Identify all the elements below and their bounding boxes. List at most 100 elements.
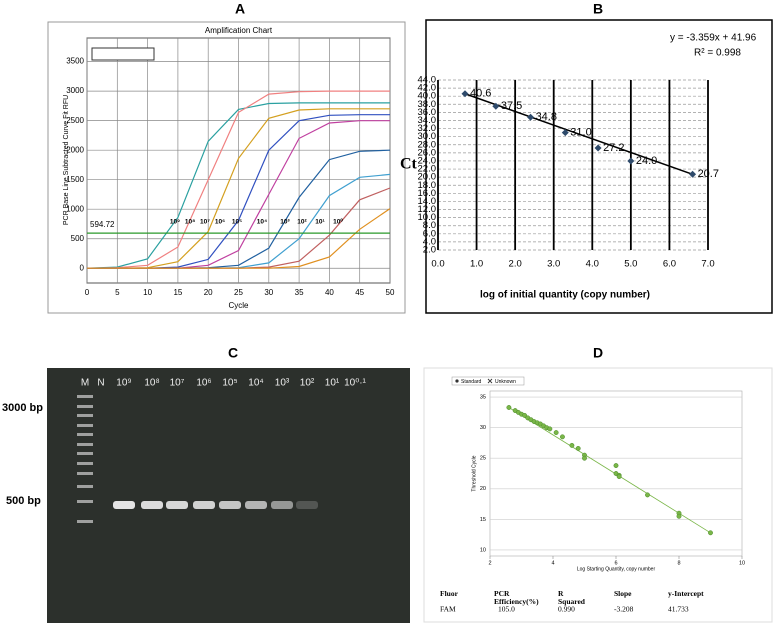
- ladder-band: [77, 452, 93, 455]
- y-tick-label: 36.0: [418, 107, 437, 118]
- y-tick-label: 28.0: [418, 139, 437, 150]
- lane-label: 10⁴: [248, 378, 263, 389]
- y-tick-label: 4.0: [423, 236, 436, 247]
- data-point: [676, 513, 682, 519]
- x-tick-label: 4: [551, 560, 554, 566]
- data-point: [627, 157, 635, 165]
- data-point: [569, 442, 575, 448]
- table-cell: -3.208: [614, 605, 634, 614]
- dilution-label: 10³: [280, 219, 290, 226]
- lane-label: 10⁸: [144, 378, 159, 389]
- y-tick-label: 38.0: [418, 99, 437, 110]
- lane-label: 10¹: [325, 378, 340, 389]
- data-label: 31.0: [570, 127, 591, 139]
- lane-label: M: [81, 378, 89, 389]
- lane-label: 10⁵: [222, 378, 237, 389]
- x-tick-label: 0.0: [431, 259, 444, 270]
- x-tick-label: 8: [677, 560, 680, 566]
- ladder-band: [77, 443, 93, 446]
- panel-label: A: [235, 1, 245, 17]
- lane-label: 10³: [275, 378, 290, 389]
- x-tick-label: 0: [85, 288, 90, 297]
- data-label: 34.8: [536, 111, 557, 123]
- x-tick-label: 7.0: [701, 259, 714, 270]
- x-tick-label: 50: [386, 288, 395, 297]
- y-tick-label: 30.0: [418, 131, 437, 142]
- trend-line: [508, 407, 711, 534]
- legend-entry: Unknown: [495, 379, 516, 385]
- table-cell: FAM: [440, 605, 456, 614]
- data-point: [492, 102, 500, 110]
- y-tick-label: 20.0: [418, 172, 437, 183]
- dna-band: [219, 501, 241, 509]
- ladder-band: [77, 433, 93, 436]
- y-tick-label: 2000: [66, 145, 84, 154]
- equation: y = -3.359x + 41.96: [670, 33, 757, 44]
- size-marker: 3000 bp: [2, 402, 43, 414]
- x-tick-label: 2.0: [509, 259, 522, 270]
- ladder-band: [77, 500, 93, 503]
- y-tick-label: 25: [480, 456, 486, 462]
- data-point: [582, 455, 587, 461]
- legend-marker: [455, 379, 459, 383]
- dna-band: [296, 501, 318, 509]
- dna-band: [245, 501, 267, 509]
- data-point: [547, 426, 553, 432]
- x-axis-label: Cycle: [228, 301, 249, 310]
- y-tick-label: 1000: [66, 204, 84, 213]
- y-tick-label: 44.0: [418, 75, 437, 86]
- x-tick-label: 2: [488, 560, 491, 566]
- dilution-label: 10¹: [315, 219, 324, 226]
- dna-band: [193, 501, 215, 509]
- lane-label: N: [97, 378, 104, 389]
- y-tick-label: 8.0: [423, 220, 436, 231]
- y-tick-label: 24.0: [418, 155, 437, 166]
- panel-frame: [425, 19, 773, 314]
- y-tick-label: 34.0: [418, 115, 437, 126]
- y-axis-label: PCR Base Line Subtracted Curve Fit RFU: [63, 95, 70, 225]
- data-point: [560, 434, 565, 440]
- data-point: [613, 463, 619, 469]
- dilution-label: 10⁶: [215, 219, 225, 226]
- lane-label: 10⁶: [196, 378, 211, 389]
- dna-band: [113, 501, 135, 509]
- y-tick-label: 500: [71, 234, 85, 243]
- amplification-curve: [86, 90, 390, 269]
- table-header: Slope: [614, 589, 632, 598]
- dilution-label: 10⁴: [257, 219, 267, 226]
- dna-band: [141, 501, 163, 509]
- x-tick-label: 40: [325, 288, 334, 297]
- legend-marker: [487, 378, 493, 384]
- x-tick-label: 5: [115, 288, 120, 297]
- table-cell: 0.990: [558, 605, 575, 614]
- dna-band: [166, 501, 188, 509]
- data-point: [522, 412, 528, 418]
- size-marker: 500 bp: [6, 495, 41, 507]
- dilution-label: 10²: [297, 219, 307, 226]
- data-point: [575, 445, 581, 451]
- y-tick-label: 1500: [66, 175, 84, 184]
- y-tick-label: 10.0: [418, 212, 437, 223]
- x-tick-label: 45: [355, 288, 364, 297]
- r-squared: R² = 0.998: [694, 48, 741, 59]
- y-tick-label: 14.0: [418, 196, 437, 207]
- dilution-label: 10⁹: [170, 219, 180, 226]
- panel-label: B: [593, 1, 603, 17]
- legend-box: [91, 47, 155, 61]
- x-tick-label: 10: [143, 288, 152, 297]
- data-point: [461, 90, 469, 98]
- legend-box: [451, 376, 525, 386]
- ladder-band: [77, 472, 93, 475]
- x-tick-label: 5.0: [624, 259, 637, 270]
- data-label: 24.0: [636, 155, 657, 167]
- y-tick-label: 2.0: [423, 245, 436, 256]
- table-cell: 41.733: [668, 605, 689, 614]
- x-tick-label: 20: [204, 288, 213, 297]
- x-tick-label: 30: [264, 288, 273, 297]
- table-header: Fluor: [440, 589, 458, 598]
- y-tick-label: 2500: [66, 116, 84, 125]
- table-header: PCR Efficiency(%): [494, 589, 539, 606]
- y-tick-label: 26.0: [418, 147, 437, 158]
